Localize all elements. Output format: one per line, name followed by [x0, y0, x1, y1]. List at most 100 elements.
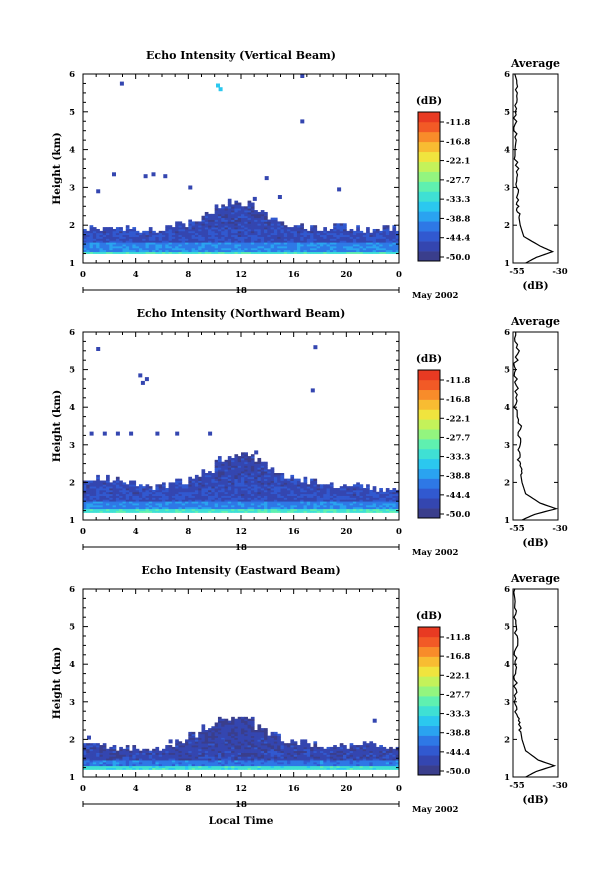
heatmap-cell [297, 225, 301, 227]
colorbar-swatch [418, 231, 440, 241]
heatmap-cell [234, 719, 238, 721]
heatmap-cell [132, 745, 136, 747]
heatmap-cell [234, 454, 238, 456]
heatmap [83, 717, 399, 770]
y-tick-label: 2 [69, 478, 75, 488]
heatmap-cell [116, 751, 120, 753]
month-label: May 2002 [412, 548, 459, 558]
heatmap-cell [257, 212, 261, 214]
heatmap-cell [106, 227, 110, 229]
heatmap-cell [116, 227, 120, 229]
heatmap-cell [221, 719, 225, 721]
colorbar-swatch [418, 479, 440, 489]
heatmap-cell [188, 477, 192, 479]
average-frame [513, 74, 558, 263]
colorbar-tick-label: -11.8 [446, 376, 470, 386]
heatmap-cell [185, 484, 189, 486]
heatmap-cell [231, 717, 235, 719]
average-y-tick-label: 4 [504, 146, 510, 156]
heatmap-cell [178, 741, 182, 743]
heatmap-cell [300, 482, 304, 484]
heatmap-cell [300, 223, 304, 225]
heatmap-cell [320, 747, 324, 749]
colorbar-swatch [418, 201, 440, 211]
heatmap-cell [165, 745, 169, 747]
heatmap-cell [83, 229, 87, 231]
heatmap-cell [307, 231, 311, 233]
heatmap-cell [146, 749, 150, 751]
x-tick-label: 16 [288, 527, 300, 537]
colorbar-swatch [418, 241, 440, 251]
heatmap-cell [152, 749, 156, 751]
heatmap-cell [234, 201, 238, 203]
colorbar-swatch [418, 380, 440, 390]
echo-point [138, 373, 142, 377]
heatmap-cell [287, 743, 291, 745]
heatmap-cell [221, 204, 225, 206]
colorbar-swatch [418, 429, 440, 439]
panel-title: Echo Intensity (Vertical Beam) [146, 49, 336, 62]
average-y-tick-label: 3 [504, 183, 510, 193]
heatmap-cell [267, 736, 271, 738]
heatmap-cell [327, 231, 331, 233]
echo-point [155, 432, 159, 436]
heatmap-cell [225, 719, 229, 721]
heatmap-cell [373, 486, 377, 488]
heatmap-cell [389, 231, 393, 233]
heatmap-cell [350, 486, 354, 488]
heatmap-cell [330, 747, 334, 749]
heatmap-cell [228, 456, 232, 458]
colorbar-tick-label: -27.7 [446, 176, 470, 186]
heatmap-cell [333, 223, 337, 225]
heatmap-cell [248, 719, 252, 721]
average-frame [513, 332, 558, 520]
heatmap-cell [172, 227, 176, 229]
date-label: 18 [235, 543, 247, 553]
heatmap-cell [363, 488, 367, 490]
heatmap-cell [198, 732, 202, 734]
heatmap-cell [178, 221, 182, 223]
heatmap-cell [271, 732, 275, 734]
heatmap-cell [261, 210, 265, 212]
heatmap-cell [356, 225, 360, 227]
colorbar-swatch [418, 132, 440, 142]
echo-point [152, 172, 156, 176]
heatmap-cell [188, 732, 192, 734]
heatmap-cell [313, 741, 317, 743]
heatmap-cell [169, 225, 173, 227]
heatmap-cell [389, 490, 393, 492]
heatmap-cell [99, 745, 103, 747]
heatmap-cell [366, 484, 370, 486]
colorbar-swatch [418, 449, 440, 459]
heatmap-cell [366, 227, 370, 229]
y-tick-label: 6 [69, 328, 75, 338]
heatmap-cell [251, 454, 255, 456]
echo-point [300, 74, 304, 78]
heatmap-cell [310, 747, 314, 749]
heatmap-cell [113, 229, 117, 231]
echo-point [311, 388, 315, 392]
heatmap-cell [376, 492, 380, 494]
heatmap-cell [90, 225, 94, 227]
echo-point [254, 450, 258, 454]
colorbar-swatch [418, 112, 440, 122]
echo-point [116, 432, 120, 436]
heatmap-cell [169, 482, 173, 484]
heatmap-cell [228, 721, 232, 723]
heatmap-cell [248, 201, 252, 203]
y-axis-label: Height (km) [51, 132, 63, 204]
echo-point [265, 176, 269, 180]
average-x-label: (dB) [522, 537, 548, 549]
heatmap-cell [251, 203, 255, 205]
heatmap-cell [218, 456, 222, 458]
heatmap-cell [251, 717, 255, 719]
heatmap-cell [96, 743, 100, 745]
colorbar-swatch [418, 182, 440, 192]
heatmap-cell [109, 747, 113, 749]
heatmap-cell [310, 479, 314, 481]
heatmap-cell [330, 229, 334, 231]
echo-point [145, 377, 149, 381]
heatmap-cell [304, 739, 308, 741]
